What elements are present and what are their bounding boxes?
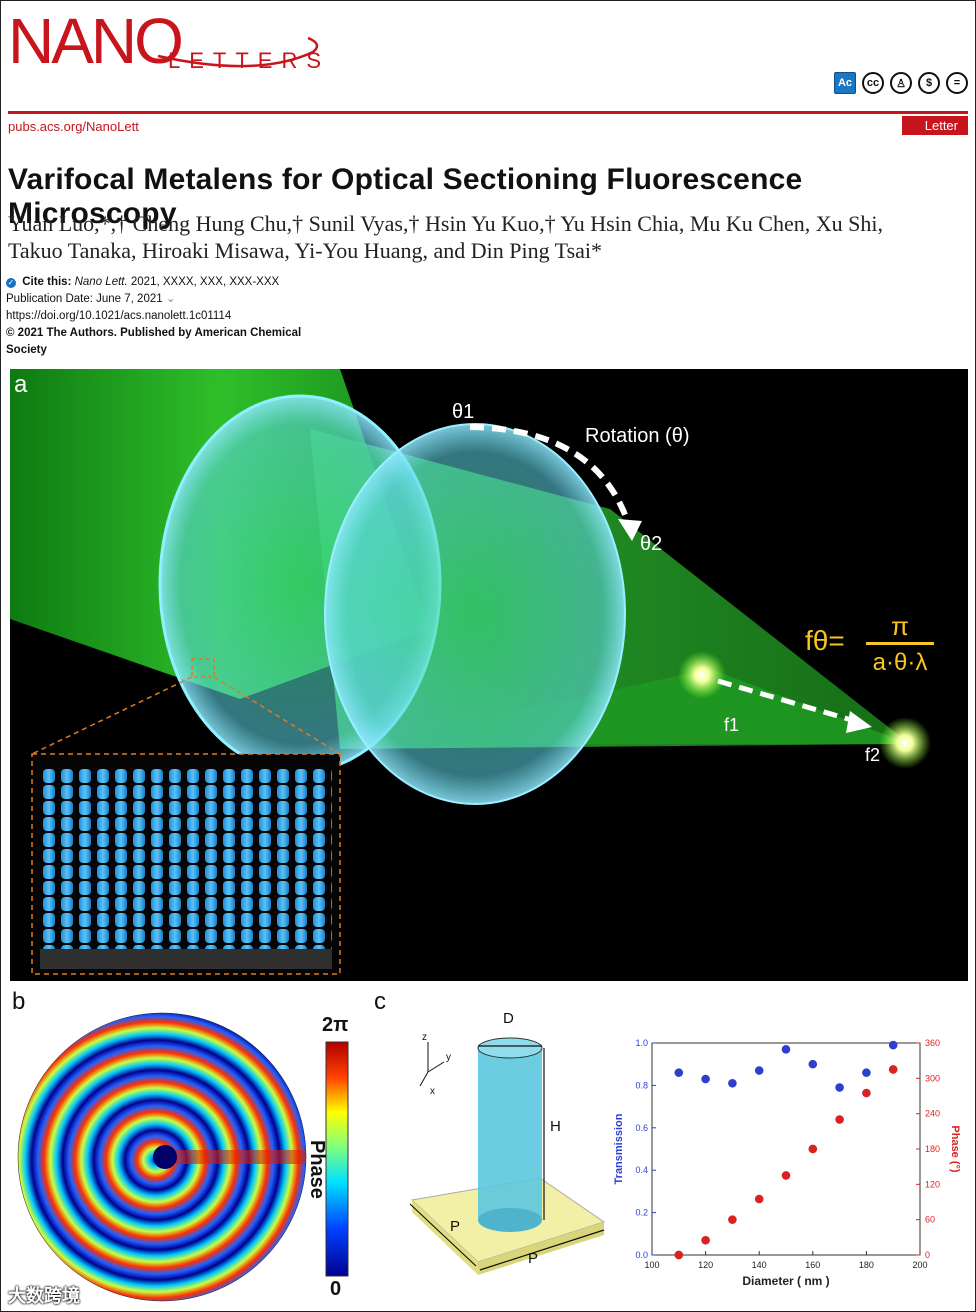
phase-point [754, 1194, 764, 1204]
authors-line-1: Yuan Luo,*,† Cheng Hung Chu,† Sunil Vyas… [8, 211, 883, 236]
rotation-label: Rotation (θ) [585, 425, 690, 447]
by-icon[interactable]: ♙ [890, 72, 912, 94]
f2-label: f2 [865, 745, 881, 765]
transmission-point [727, 1078, 737, 1088]
f1-label: f1 [724, 715, 740, 735]
license-icons: Ac cc ♙ $ = [834, 72, 968, 94]
transmission-point [781, 1044, 791, 1054]
y-right-tick-label: 360 [925, 1038, 940, 1048]
article-title: Varifocal Metalens for Optical Sectionin… [8, 163, 803, 230]
figure-b: b 2π 0 Phase [10, 988, 380, 1305]
y-right-tick-label: 180 [925, 1144, 940, 1154]
x-tick-label: 160 [805, 1260, 820, 1270]
figure-a: a θ1 Rotation (θ) θ2 f1 f2 fθ= π a·θ·λ [10, 369, 968, 981]
colorbar-top-label: 2π [322, 1014, 349, 1036]
y-left-axis-label: Transmission [613, 1113, 625, 1184]
x-tick-label: 100 [644, 1260, 659, 1270]
dim-p1-label: P [450, 1218, 461, 1235]
author-list: Yuan Luo,*,† Cheng Hung Chu,† Sunil Vyas… [8, 210, 966, 264]
colorbar-bottom-label: 0 [330, 1278, 342, 1300]
formula-lhs: fθ= [805, 625, 845, 656]
figure-a-illustration [10, 369, 931, 975]
publication-date: Publication Date: June 7, 2021 ⌄ [6, 293, 176, 305]
theta2-label: θ2 [640, 533, 663, 555]
y-right-axis-label: Phase (°) [949, 1125, 961, 1173]
dim-p2-label: P [528, 1250, 539, 1267]
dim-h-label: H [550, 1118, 561, 1135]
y-right-tick-label: 60 [925, 1215, 935, 1225]
formula-numerator: π [866, 611, 934, 645]
authors-line-2: Takuo Tanaka, Hiroaki Misawa, Yi-You Hua… [8, 238, 603, 263]
transmission-point [861, 1068, 871, 1078]
panel-label-c: c [374, 988, 386, 1015]
cite-journal: Nano Lett. [74, 276, 128, 288]
transmission-point [808, 1059, 818, 1069]
phase-point [808, 1144, 818, 1154]
x-axis-label: Diameter ( nm ) [742, 1274, 829, 1288]
plot-frame [651, 1042, 921, 1256]
colorbar-label: Phase [306, 1140, 328, 1199]
transmission-point [754, 1066, 764, 1076]
check-icon: ✓ [6, 278, 16, 288]
y-right-tick-label: 240 [925, 1109, 940, 1119]
transmission-point [888, 1040, 898, 1050]
y-left-tick-label: 0.8 [635, 1080, 648, 1090]
chevron-down-icon[interactable]: ⌄ [165, 293, 176, 305]
nanopillar-schematic [409, 1037, 606, 1275]
y-right-tick-label: 120 [925, 1179, 940, 1189]
figure-c-schematic: c D H P P z y x [372, 988, 622, 1305]
x-tick-label: 200 [912, 1260, 927, 1270]
phase-point [861, 1088, 871, 1098]
y-left-tick-label: 1.0 [635, 1038, 648, 1048]
transmission-point [835, 1083, 845, 1092]
cite-line: ✓ Cite this: Nano Lett. 2021, XXXX, XXX,… [6, 274, 301, 291]
y-right-tick-label: 0 [925, 1250, 930, 1260]
phase-point [835, 1115, 845, 1125]
nc-icon[interactable]: $ [918, 72, 940, 94]
x-tick-label: 180 [859, 1260, 874, 1270]
cite-rest: 2021, XXXX, XXX, XXX-XXX [130, 276, 280, 288]
x-tick-label: 120 [698, 1260, 713, 1270]
y-left-tick-label: 0.4 [635, 1165, 648, 1175]
nd-icon[interactable]: = [946, 72, 968, 94]
watermark: 大数跨境 [8, 1286, 80, 1306]
transmission-point [674, 1068, 684, 1078]
phase-point [701, 1235, 711, 1245]
citation-block: ✓ Cite this: Nano Lett. 2021, XXXX, XXX,… [6, 274, 301, 359]
logo-letters: LETTERS [168, 48, 331, 73]
copyright-1: © 2021 The Authors. Published by America… [6, 327, 302, 339]
phase-point [781, 1171, 791, 1180]
y-left-tick-label: 0.0 [635, 1250, 648, 1260]
y-right-tick-label: 300 [925, 1073, 940, 1083]
cite-label[interactable]: Cite this: [22, 276, 72, 288]
phase-point [727, 1215, 737, 1225]
phase-point [674, 1250, 684, 1260]
phase-map [17, 1012, 349, 1302]
panel-label-a: a [14, 371, 28, 398]
logo-nano: NANO [8, 5, 184, 77]
y-left-tick-label: 0.6 [635, 1123, 648, 1133]
axis-x-label: x [430, 1086, 435, 1097]
y-left-tick-label: 0.2 [635, 1208, 648, 1218]
x-tick-label: 140 [752, 1260, 767, 1270]
doi-link[interactable]: https://doi.org/10.1021/acs.nanolett.1c0… [6, 310, 232, 322]
plot-svg: 100 120 140 160 180 200 0.0 0.2 0.4 0.6 0.8 1.0 0 60 1… [613, 1038, 961, 1288]
transmission-phase-plot: 100 120 140 160 180 200 0.0 0.2 0.4 0.6 0.8 1.0 0 60 1… [600, 1025, 970, 1295]
journal-url[interactable]: pubs.acs.org/NanoLett [8, 119, 139, 134]
phase-point [888, 1065, 898, 1074]
logo-swoosh [157, 36, 319, 68]
axis-y-label: y [446, 1052, 451, 1063]
article-type-badge: Letter [902, 116, 968, 135]
theta1-label: θ1 [452, 401, 475, 423]
cc-icon[interactable]: cc [862, 72, 884, 94]
transmission-point [701, 1074, 711, 1084]
panel-label-b: b [12, 988, 26, 1015]
header-rule [8, 111, 968, 114]
dim-d-label: D [503, 1010, 514, 1027]
ac-open-access-icon[interactable]: Ac [834, 72, 856, 94]
axis-z-label: z [422, 1032, 427, 1043]
copyright-2: Society [6, 344, 47, 356]
formula-denominator: a·θ·λ [872, 649, 928, 676]
journal-logo: NANO LETTERS [8, 4, 328, 84]
